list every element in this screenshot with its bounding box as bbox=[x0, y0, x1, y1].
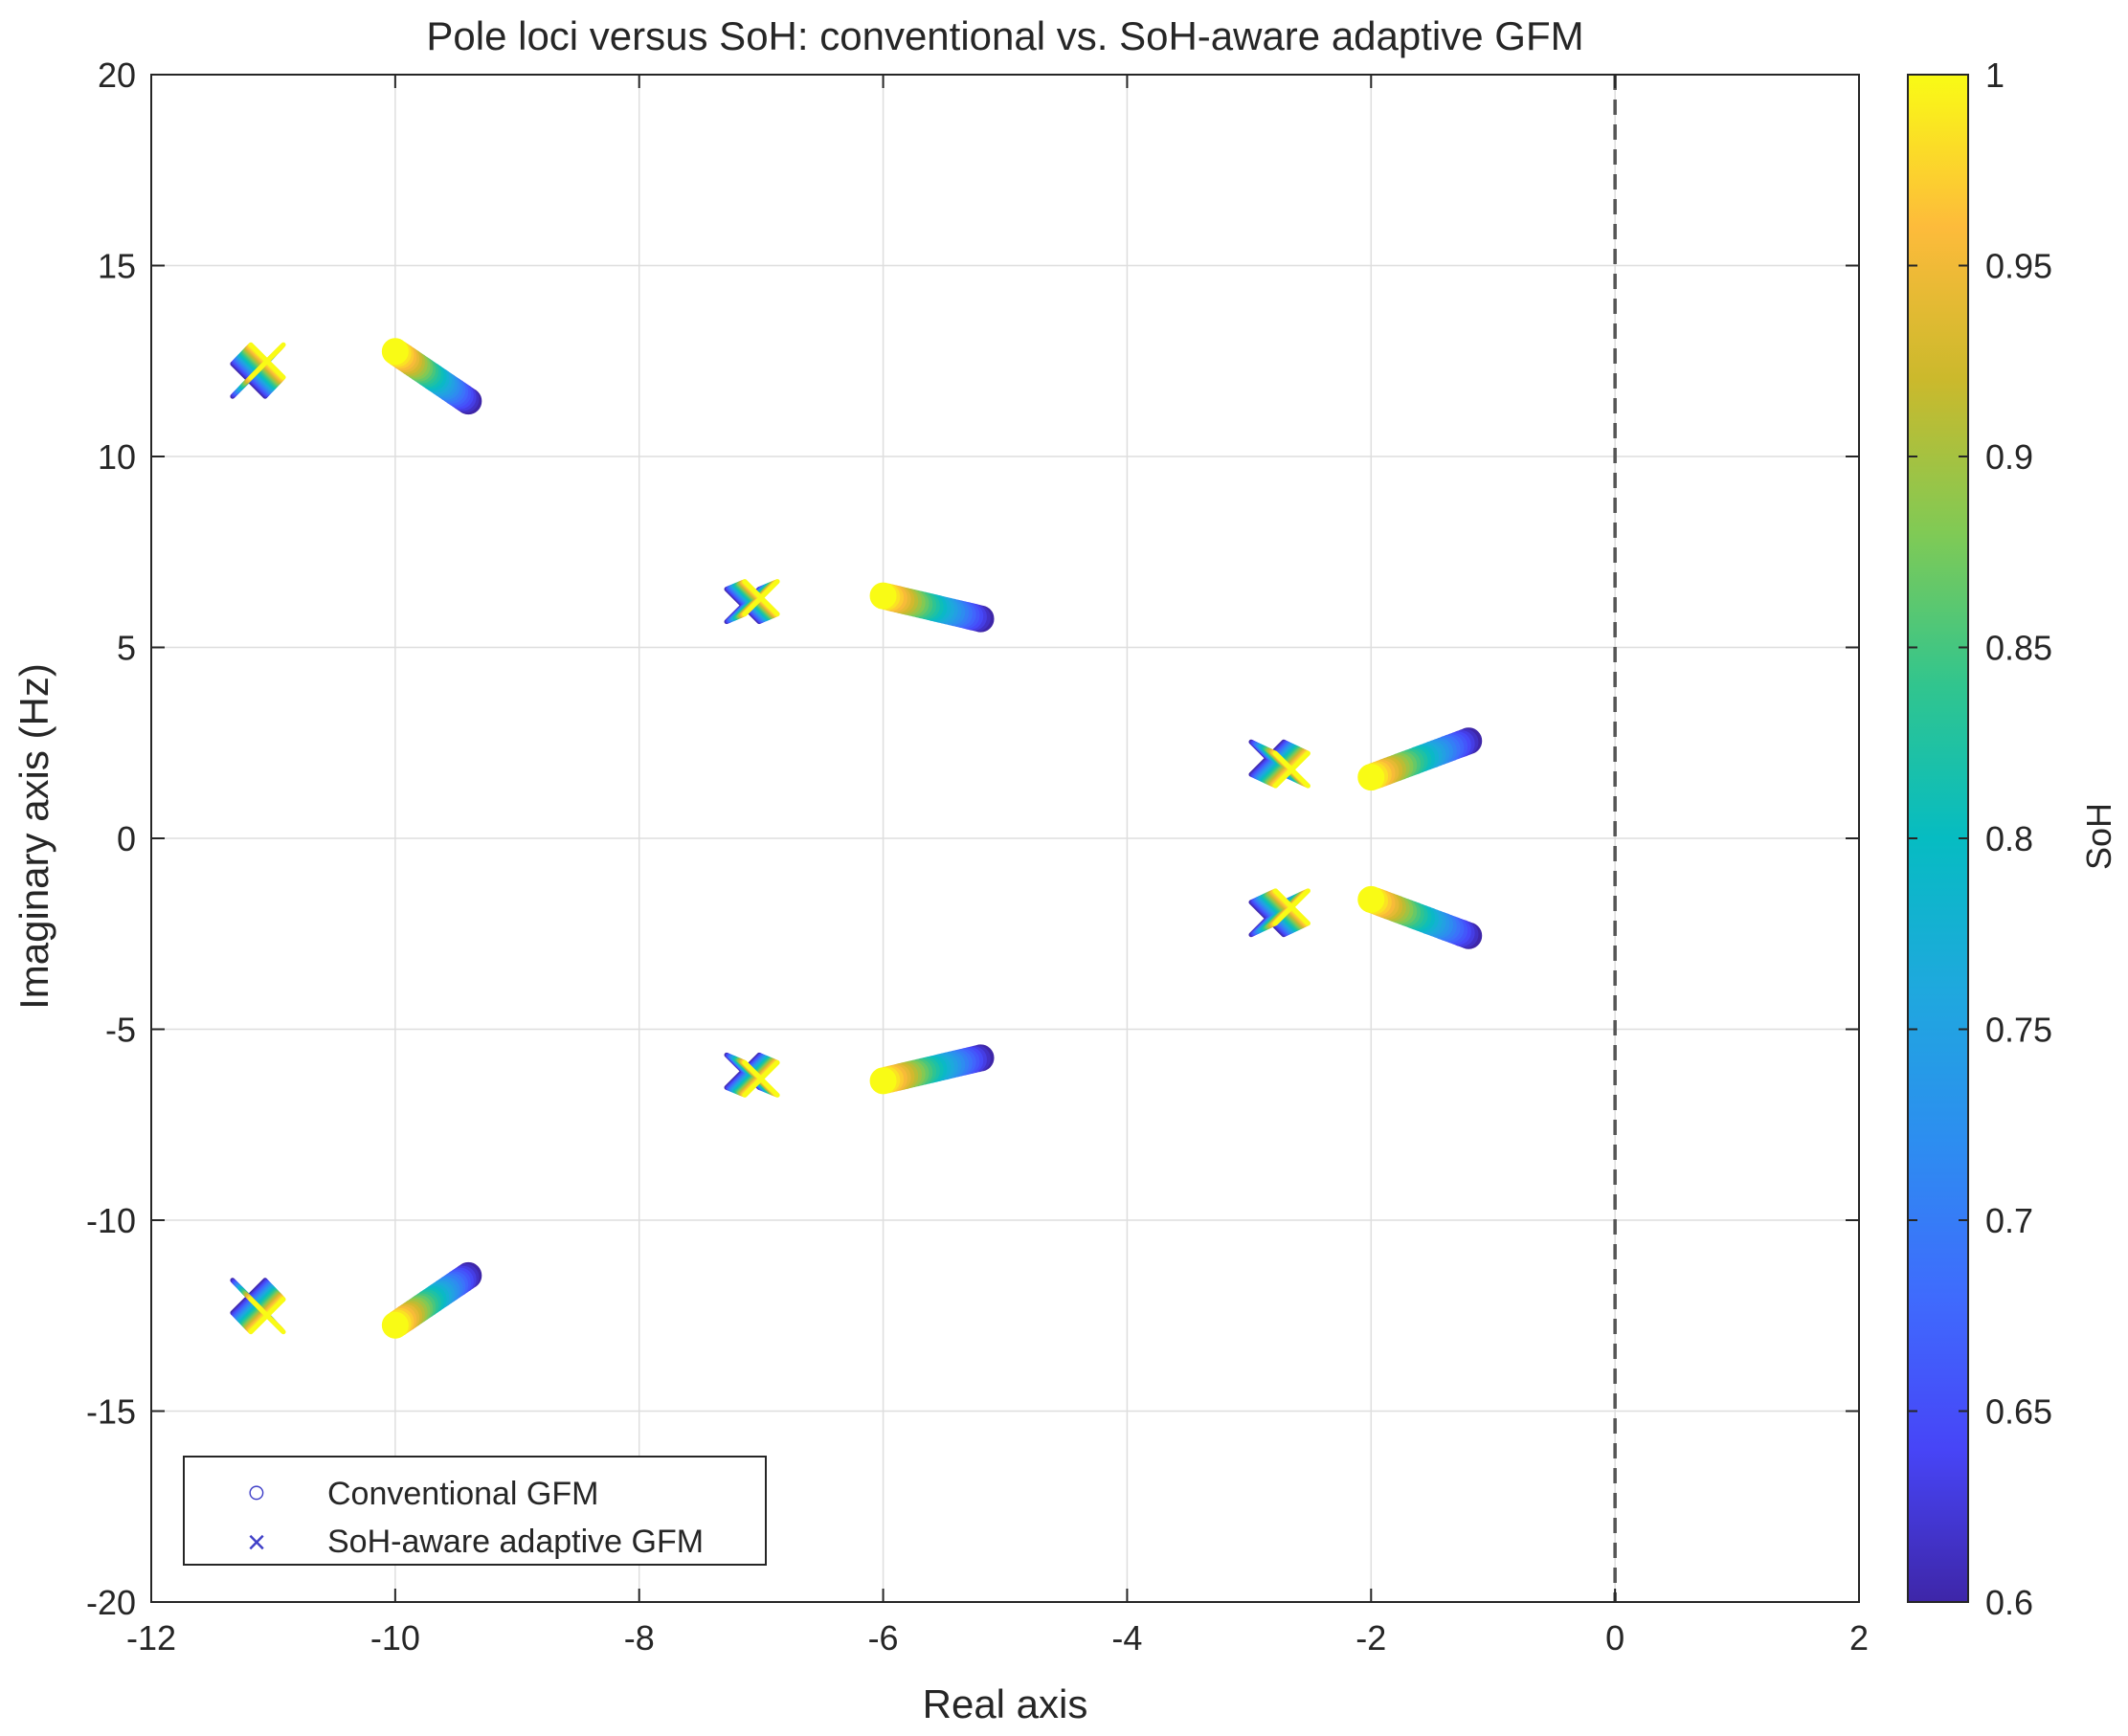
y-tick-label: -10 bbox=[86, 1201, 136, 1240]
colorbar-tick-label: 0.65 bbox=[1985, 1392, 2052, 1432]
pole-x-marker bbox=[742, 579, 780, 617]
x-tick-label: 0 bbox=[1605, 1618, 1624, 1658]
x-tick-label: -12 bbox=[126, 1618, 176, 1658]
colorbar: 0.6 0.65 0.7 0.75 0.8 0.85 0.9 0.95 1 SoH bbox=[1907, 56, 2118, 1622]
pole-loci bbox=[230, 338, 1483, 1339]
y-tick-label: -20 bbox=[86, 1583, 136, 1622]
pole-x-marker bbox=[248, 1297, 286, 1335]
colorbar-tick-label: 0.9 bbox=[1985, 437, 2033, 477]
x-tick-label: -6 bbox=[868, 1618, 899, 1658]
legend-box bbox=[183, 1456, 767, 1566]
x-tick-label: 2 bbox=[1849, 1618, 1869, 1658]
colorbar-gradient bbox=[1907, 74, 1969, 1603]
colorbar-ticks: 0.6 0.65 0.7 0.75 0.8 0.85 0.9 0.95 1 bbox=[1908, 56, 2052, 1622]
y-tick-label: 5 bbox=[117, 629, 136, 668]
colorbar-label: SoH bbox=[2079, 803, 2118, 870]
conventional-locus bbox=[381, 1261, 482, 1339]
pole-circle-marker bbox=[1357, 885, 1385, 913]
legend-circle-marker: ○ bbox=[247, 1474, 267, 1510]
pole-circle-marker bbox=[869, 582, 897, 610]
legend-x-marker: × bbox=[247, 1525, 266, 1561]
grid bbox=[151, 75, 1859, 1602]
y-tick-label: 20 bbox=[98, 56, 136, 95]
pole-circle-marker bbox=[869, 1067, 897, 1095]
x-tick-label: -8 bbox=[624, 1618, 655, 1658]
conventional-locus bbox=[1357, 727, 1483, 791]
pole-x-marker bbox=[1272, 888, 1310, 926]
x-tick-label: -2 bbox=[1355, 1618, 1386, 1658]
x-tick-label: -10 bbox=[370, 1618, 420, 1658]
conventional-locus bbox=[869, 1044, 995, 1095]
conventional-locus bbox=[381, 338, 482, 415]
y-axis-label: Imaginary axis (Hz) bbox=[11, 663, 56, 1010]
pole-circle-marker bbox=[1357, 764, 1385, 791]
adaptive-locus bbox=[230, 342, 286, 399]
y-tick-label: -15 bbox=[86, 1392, 136, 1432]
pole-x-marker bbox=[1272, 750, 1310, 789]
x-tick-label: -4 bbox=[1111, 1618, 1142, 1658]
pole-x-marker bbox=[742, 1059, 780, 1098]
x-axis-label: Real axis bbox=[923, 1681, 1088, 1726]
legend-entry-conventional: Conventional GFM bbox=[327, 1476, 598, 1512]
adaptive-locus bbox=[230, 1278, 286, 1335]
y-tick-label: -5 bbox=[105, 1011, 136, 1050]
y-tick-label: 15 bbox=[98, 247, 136, 286]
pole-x-marker bbox=[248, 342, 286, 380]
colorbar-tick-label: 0.8 bbox=[1985, 819, 2033, 858]
y-tick-label: 10 bbox=[98, 437, 136, 477]
adaptive-locus bbox=[724, 579, 780, 625]
colorbar-tick-label: 1 bbox=[1985, 56, 2005, 95]
conventional-locus bbox=[1357, 885, 1483, 949]
conventional-locus bbox=[869, 582, 995, 633]
pole-circle-marker bbox=[381, 338, 409, 366]
y-tick-label: 0 bbox=[117, 819, 136, 858]
legend: ○ Conventional GFM × SoH-aware adaptive … bbox=[183, 1456, 767, 1566]
adaptive-locus bbox=[1248, 888, 1310, 938]
adaptive-locus bbox=[1248, 739, 1310, 789]
chart-title: Pole loci versus SoH: conventional vs. S… bbox=[426, 13, 1583, 58]
adaptive-locus bbox=[724, 1052, 780, 1098]
colorbar-tick-label: 0.7 bbox=[1985, 1201, 2033, 1240]
colorbar-tick-label: 0.85 bbox=[1985, 629, 2052, 668]
legend-entry-adaptive: SoH-aware adaptive GFM bbox=[327, 1524, 704, 1560]
colorbar-tick-label: 0.95 bbox=[1985, 247, 2052, 286]
colorbar-tick-label: 0.75 bbox=[1985, 1011, 2052, 1050]
colorbar-tick-label: 0.6 bbox=[1985, 1583, 2033, 1622]
pole-circle-marker bbox=[381, 1311, 409, 1339]
